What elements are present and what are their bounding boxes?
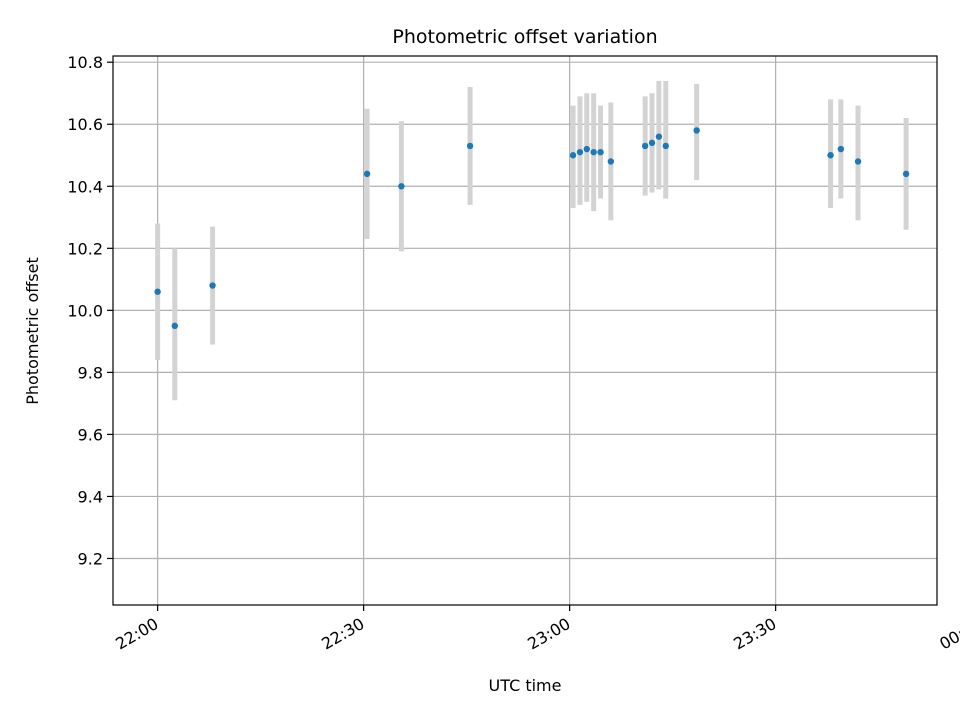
data-point (583, 145, 590, 153)
data-point (466, 142, 474, 150)
data-point (398, 183, 405, 190)
data-point (569, 152, 577, 159)
data-point (693, 127, 700, 134)
data-point (854, 158, 862, 165)
data-point (209, 282, 216, 289)
y-tick-label: 10.8 (67, 53, 103, 72)
data-point (655, 133, 663, 140)
data-point (607, 158, 615, 165)
y-axis: 9.2 9.4 9.6 9.8 10.0 10.2 10.4 10.6 10.8 (67, 53, 113, 568)
y-tick-label: 10.2 (67, 239, 103, 258)
data-point (837, 145, 845, 153)
y-tick-label: 9.8 (78, 363, 103, 382)
x-axis-label: UTC time (489, 676, 562, 695)
data-points (154, 127, 910, 330)
data-point (827, 152, 834, 159)
plot-frame (112, 55, 938, 606)
data-point (902, 170, 910, 178)
y-tick-label: 10.4 (67, 177, 103, 196)
data-point (597, 148, 604, 156)
y-axis-label: Photometric offset (23, 257, 42, 405)
data-point (648, 139, 656, 147)
data-point (590, 148, 597, 156)
data-point (576, 148, 584, 156)
data-point (171, 322, 178, 330)
y-tick-label: 10.0 (67, 301, 103, 320)
data-point (641, 142, 649, 150)
chart-title: Photometric offset variation (392, 26, 657, 48)
data-point (363, 170, 371, 178)
y-tick-label: 9.2 (78, 549, 103, 568)
y-tick-label: 10.6 (67, 115, 103, 134)
data-point (154, 288, 161, 295)
grid (113, 56, 937, 605)
data-point (662, 142, 669, 150)
y-tick-label: 9.4 (78, 487, 103, 506)
y-tick-label: 9.6 (78, 425, 103, 444)
